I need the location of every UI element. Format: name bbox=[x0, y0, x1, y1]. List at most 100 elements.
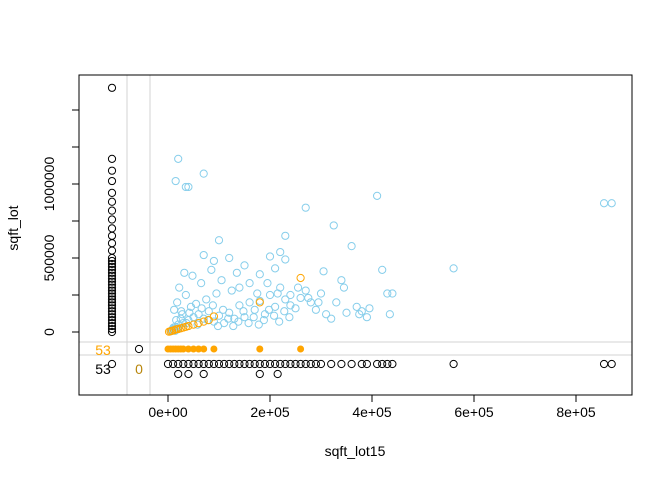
data-point-observed bbox=[172, 316, 181, 325]
data-point-observed bbox=[214, 236, 224, 245]
data-point-observed bbox=[383, 289, 392, 298]
data-point-observed bbox=[235, 283, 244, 292]
margin-point-x-missing bbox=[107, 298, 117, 307]
y-axis-title: sqft_lot bbox=[5, 205, 21, 250]
data-point-observed bbox=[177, 307, 186, 316]
margin-point-y-missing bbox=[245, 359, 254, 369]
data-point-observed bbox=[265, 290, 275, 300]
data-point-observed bbox=[184, 182, 193, 192]
margin-point-y-missing bbox=[373, 359, 382, 369]
data-point-observed bbox=[259, 316, 268, 325]
margin-point-x-missing bbox=[107, 301, 117, 310]
data-point-observed bbox=[218, 305, 228, 314]
data-point-observed bbox=[245, 298, 254, 307]
margin-point-y-missing-low bbox=[184, 369, 193, 379]
margin-point-x-missing bbox=[107, 274, 117, 283]
data-point-imputed bbox=[184, 321, 193, 331]
margin-point-y-missing bbox=[260, 359, 269, 369]
margin-point-y-missing bbox=[265, 359, 275, 369]
data-point-observed bbox=[269, 311, 279, 320]
margin-point-y-missing bbox=[337, 359, 346, 369]
x-tick-label: 8e+05 bbox=[556, 404, 596, 420]
data-point-observed bbox=[329, 221, 338, 230]
margin-point-x-missing bbox=[107, 286, 117, 295]
margin-point-x-missing bbox=[107, 154, 117, 163]
observed-points bbox=[166, 154, 616, 336]
data-point-observed bbox=[311, 305, 320, 314]
margin-point-y-missing bbox=[388, 359, 397, 369]
margin-point-y-missing bbox=[204, 359, 213, 369]
margin-point-x-missing bbox=[107, 316, 117, 325]
margin-point-y-missing bbox=[220, 359, 229, 369]
data-point-observed bbox=[255, 270, 264, 279]
margin-point-y-missing bbox=[225, 359, 234, 369]
y-tick-label: 0 bbox=[41, 328, 57, 336]
margin-point-x-missing bbox=[107, 289, 117, 298]
margin-point-x-missing bbox=[107, 277, 117, 286]
data-point-observed bbox=[224, 314, 233, 323]
data-point-observed bbox=[234, 317, 243, 326]
data-point-observed bbox=[276, 247, 285, 257]
margin-point-y-missing bbox=[240, 359, 249, 369]
margin-point-y-missing bbox=[194, 359, 203, 369]
margin-point-y-missing-low bbox=[199, 369, 208, 379]
missing-count-label-y: 53 bbox=[95, 342, 111, 358]
data-point-observed bbox=[365, 304, 374, 313]
y-tick-label: 1000000 bbox=[41, 157, 57, 212]
margin-point-y-missing bbox=[291, 359, 300, 369]
margin-point-x-missing bbox=[107, 206, 117, 215]
data-point-observed bbox=[181, 290, 190, 300]
margin-point-x-missing bbox=[107, 283, 117, 292]
data-point-observed bbox=[263, 279, 272, 288]
margin-point-x-missing bbox=[107, 295, 117, 304]
data-point-observed bbox=[342, 308, 351, 317]
x-missing-margin-points bbox=[107, 83, 144, 369]
data-point-observed bbox=[281, 255, 290, 264]
margin-point-y-missing bbox=[599, 359, 609, 369]
margin-point-x-missing bbox=[107, 319, 117, 328]
margin-point-x-missing bbox=[107, 259, 117, 269]
data-point-observed bbox=[373, 191, 382, 200]
margin-point-y-missing bbox=[296, 359, 305, 369]
margin-point-y-missing bbox=[383, 359, 392, 369]
margin-point-x-missing bbox=[107, 313, 117, 322]
plot-frame bbox=[78, 74, 633, 396]
data-point-observed bbox=[285, 313, 294, 322]
data-point-observed bbox=[171, 176, 180, 186]
margin-point-y-missing bbox=[347, 359, 356, 369]
margin-point-y-missing-low bbox=[255, 369, 264, 379]
data-point-observed bbox=[281, 295, 290, 304]
data-point-observed bbox=[170, 305, 179, 314]
margin-point-y-missing bbox=[449, 359, 458, 369]
data-point-observed bbox=[209, 317, 218, 326]
data-point-observed bbox=[385, 310, 394, 319]
data-point-observed bbox=[296, 293, 305, 303]
margin-point-y-missing bbox=[163, 359, 173, 369]
data-point-observed bbox=[188, 271, 197, 280]
margin-point-x-missing bbox=[107, 231, 117, 240]
data-point-observed bbox=[281, 231, 290, 240]
x-tick-label: 6e+05 bbox=[454, 404, 494, 420]
data-point-observed bbox=[240, 261, 249, 270]
x-axis-title: sqft_lot15 bbox=[325, 443, 386, 459]
margin-point-x-missing bbox=[107, 262, 117, 271]
margin-point-y-missing bbox=[378, 359, 387, 369]
data-point-observed bbox=[204, 307, 213, 316]
data-point-observed bbox=[607, 199, 616, 208]
margin-point-x-missing bbox=[107, 239, 117, 248]
data-point-observed bbox=[227, 286, 236, 295]
data-point-imputed bbox=[189, 320, 198, 329]
data-point-imputed bbox=[209, 312, 218, 321]
data-point-observed bbox=[199, 314, 208, 323]
data-point-observed bbox=[199, 169, 208, 178]
data-point-observed bbox=[301, 286, 310, 295]
data-point-observed bbox=[293, 283, 303, 292]
data-point-observed bbox=[253, 289, 262, 298]
data-point-observed bbox=[599, 199, 609, 208]
data-point-observed bbox=[265, 252, 275, 261]
margin-point-y-imputed bbox=[200, 345, 208, 353]
margin-point-y-missing bbox=[179, 359, 188, 369]
data-point-observed bbox=[355, 310, 364, 319]
x-tick-label: 0e+00 bbox=[148, 404, 188, 420]
margin-point-y-missing bbox=[286, 359, 295, 369]
